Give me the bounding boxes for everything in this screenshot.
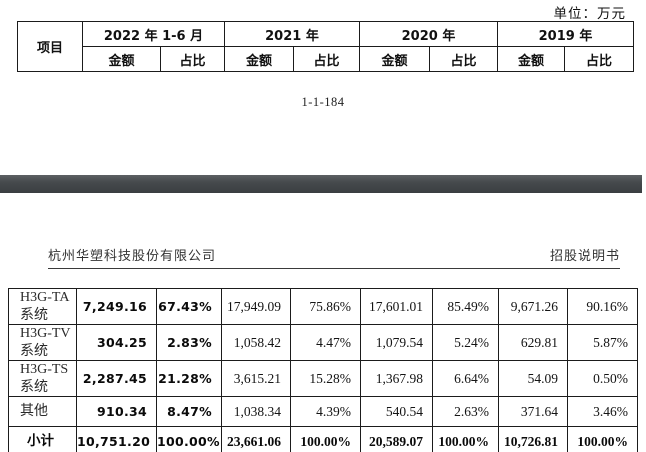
period-header-row: 项目 2022 年 1-6 月 2021 年 2020 年 2019 年 bbox=[17, 21, 634, 72]
ratio-cell: 8.47% bbox=[156, 396, 222, 427]
ratio-cell: 21.28% bbox=[156, 360, 222, 397]
col-header-amount: 金额 bbox=[224, 46, 294, 72]
amount-cell: 9,671.26 bbox=[498, 288, 568, 325]
amount-cell: 1,038.34 bbox=[221, 396, 291, 427]
table-row-subtotal: 小计 10,751.20 100.00% 23,661.06 100.00% 2… bbox=[8, 426, 638, 452]
ratio-cell: 15.28% bbox=[290, 360, 361, 397]
running-header: 杭州华塑科技股份有限公司 招股说明书 bbox=[48, 245, 620, 269]
amount-cell: 1,079.54 bbox=[360, 324, 433, 361]
ratio-cell: 100.00% bbox=[290, 426, 361, 452]
row-label: H3G-TV 系统 bbox=[8, 324, 77, 361]
col-header-period-2022: 2022 年 1-6 月 bbox=[82, 21, 225, 47]
ratio-cell: 6.64% bbox=[432, 360, 499, 397]
table-row-h3g-ta: H3G-TA 系统 7,249.16 67.43% 17,949.09 75.8… bbox=[8, 288, 638, 325]
page-break-divider bbox=[0, 175, 642, 193]
amount-cell: 20,589.07 bbox=[360, 426, 433, 452]
doc-title: 招股说明书 bbox=[549, 248, 620, 263]
amount-cell: 23,661.06 bbox=[221, 426, 291, 452]
col-header-period-2019: 2019 年 bbox=[497, 21, 634, 47]
table-row-h3g-ts: H3G-TS 系统 2,287.45 21.28% 3,615.21 15.28… bbox=[8, 360, 638, 397]
ratio-cell: 85.49% bbox=[432, 288, 499, 325]
comparison-table-body: H3G-TA 系统 7,249.16 67.43% 17,949.09 75.8… bbox=[8, 288, 638, 452]
amount-cell: 371.64 bbox=[498, 396, 568, 427]
ratio-cell: 3.46% bbox=[567, 396, 638, 427]
amount-cell: 540.54 bbox=[360, 396, 433, 427]
col-header-period-2021: 2021 年 bbox=[224, 21, 360, 47]
unit-label: 单位：万元 bbox=[553, 6, 626, 21]
amount-cell: 304.25 bbox=[76, 324, 157, 361]
row-label: H3G-TA 系统 bbox=[8, 288, 77, 325]
amount-cell: 1,367.98 bbox=[360, 360, 433, 397]
ratio-cell: 100.00% bbox=[156, 426, 222, 452]
table-row-other: 其他 910.34 8.47% 1,038.34 4.39% 540.54 2.… bbox=[8, 396, 638, 427]
row-label: 小计 bbox=[8, 426, 77, 452]
subheader-row: 金额 占比 金额 占比 金额 占比 金额 占比 bbox=[18, 46, 634, 72]
col-header-ratio: 占比 bbox=[160, 46, 225, 72]
amount-cell: 1,058.42 bbox=[221, 324, 291, 361]
col-header-amount: 金额 bbox=[82, 46, 161, 72]
ratio-cell: 75.86% bbox=[290, 288, 361, 325]
amount-cell: 17,601.01 bbox=[360, 288, 433, 325]
amount-cell: 3,615.21 bbox=[221, 360, 291, 397]
ratio-cell: 100.00% bbox=[567, 426, 638, 452]
amount-cell: 7,249.16 bbox=[76, 288, 157, 325]
col-header-amount: 金额 bbox=[359, 46, 430, 72]
row-label: 其他 bbox=[8, 396, 77, 427]
row-label: H3G-TS 系统 bbox=[8, 360, 77, 397]
amount-cell: 2,287.45 bbox=[76, 360, 157, 397]
table-row-h3g-tv: H3G-TV 系统 304.25 2.83% 1,058.42 4.47% 1,… bbox=[8, 324, 638, 361]
amount-cell: 10,751.20 bbox=[76, 426, 157, 452]
company-name: 杭州华塑科技股份有限公司 bbox=[48, 248, 217, 263]
col-header-ratio: 占比 bbox=[429, 46, 498, 72]
ratio-cell: 100.00% bbox=[432, 426, 499, 452]
comparison-table-header: 项目 2022 年 1-6 月 2021 年 2020 年 2019 年 金额 … bbox=[17, 21, 634, 72]
amount-cell: 10,726.81 bbox=[498, 426, 568, 452]
ratio-cell: 2.83% bbox=[156, 324, 222, 361]
page-number: 1-1-184 bbox=[301, 95, 345, 109]
col-header-ratio: 占比 bbox=[293, 46, 360, 72]
ratio-cell: 67.43% bbox=[156, 288, 222, 325]
amount-cell: 629.81 bbox=[498, 324, 568, 361]
ratio-cell: 0.50% bbox=[567, 360, 638, 397]
ratio-cell: 2.63% bbox=[432, 396, 499, 427]
col-header-item: 项目 bbox=[17, 21, 83, 72]
col-header-amount: 金额 bbox=[497, 46, 565, 72]
ratio-cell: 5.87% bbox=[567, 324, 638, 361]
ratio-cell: 5.24% bbox=[432, 324, 499, 361]
ratio-cell: 4.47% bbox=[290, 324, 361, 361]
col-header-ratio: 占比 bbox=[564, 46, 634, 72]
amount-cell: 54.09 bbox=[498, 360, 568, 397]
ratio-cell: 4.39% bbox=[290, 396, 361, 427]
amount-cell: 910.34 bbox=[76, 396, 157, 427]
ratio-cell: 90.16% bbox=[567, 288, 638, 325]
col-header-period-2020: 2020 年 bbox=[359, 21, 498, 47]
amount-cell: 17,949.09 bbox=[221, 288, 291, 325]
